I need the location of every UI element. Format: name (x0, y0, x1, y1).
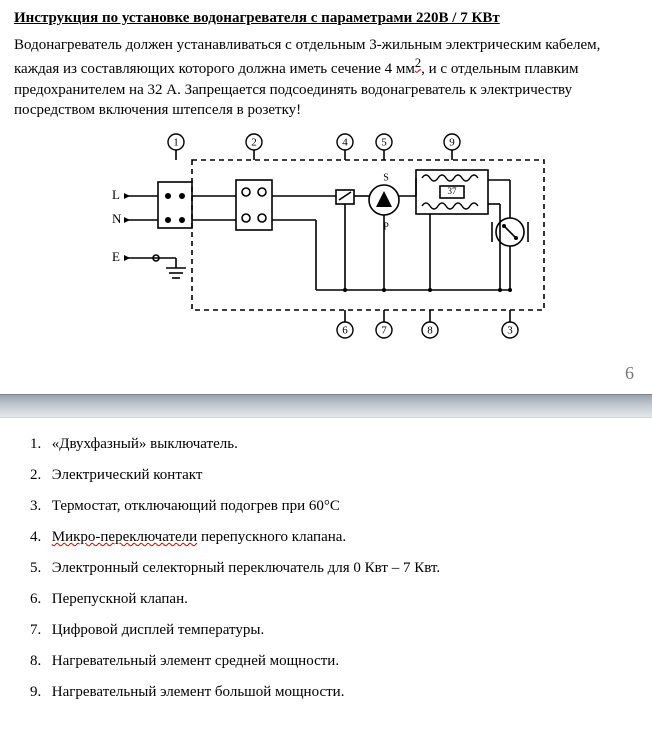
legend-number: 7. (30, 622, 48, 639)
legend-text: Перепускной клапан. (52, 591, 188, 607)
page-number: 6 (14, 363, 634, 384)
wiring-diagram-svg: LNESP37124596783 (96, 130, 556, 350)
legend-item: 6. Перепускной клапан. (30, 591, 638, 608)
svg-text:8: 8 (427, 325, 433, 337)
legend-text: Цифровой дисплей температуры. (52, 622, 264, 638)
legend-item: 3. Термостат, отключающий подогрев при 6… (30, 498, 638, 515)
svg-text:9: 9 (449, 137, 455, 149)
svg-text:2: 2 (251, 137, 257, 149)
legend-text: перепускного клапана. (197, 529, 346, 545)
legend-item: 7. Цифровой дисплей температуры. (30, 622, 638, 639)
legend-item: 8. Нагревательный элемент средней мощнос… (30, 653, 638, 670)
legend-text-wavy: Микро-переключатели (52, 529, 197, 545)
legend-item: 5. Электронный селекторный переключатель… (30, 560, 638, 577)
legend-number: 6. (30, 591, 48, 608)
legend-text: Нагревательный элемент средней мощности. (52, 653, 339, 669)
page-break (0, 394, 652, 418)
legend-text: Электронный селекторный переключатель дл… (52, 560, 440, 576)
document-title: Инструкция по установке водонагревателя … (14, 10, 638, 27)
svg-text:4: 4 (342, 137, 348, 149)
legend-number: 1. (30, 436, 48, 453)
svg-text:L: L (112, 187, 120, 202)
svg-text:6: 6 (342, 325, 348, 337)
legend-number: 5. (30, 560, 48, 577)
legend-number: 3. (30, 498, 48, 515)
legend-list: 1. «Двухфазный» выключатель.2. Электриче… (14, 436, 638, 701)
intro-paragraph: Водонагреватель должен устанавливаться с… (14, 35, 638, 120)
svg-text:S: S (383, 172, 389, 183)
legend-number: 2. (30, 467, 48, 484)
legend-item: 2. Электрический контакт (30, 467, 638, 484)
legend-text: Термостат, отключающий подогрев при 60°С (52, 498, 340, 514)
svg-text:7: 7 (381, 325, 387, 337)
legend-text: Нагревательный элемент большой мощности. (52, 684, 345, 700)
svg-text:N: N (112, 211, 122, 226)
legend-number: 8. (30, 653, 48, 670)
wiring-diagram: LNESP37124596783 (14, 130, 638, 355)
legend-item: 1. «Двухфазный» выключатель. (30, 436, 638, 453)
svg-text:5: 5 (381, 137, 387, 149)
legend-number: 9. (30, 684, 48, 701)
legend-item: 4. Микро-переключатели перепускного клап… (30, 529, 638, 546)
svg-text:37: 37 (448, 186, 458, 196)
legend-item: 9. Нагревательный элемент большой мощнос… (30, 684, 638, 701)
svg-text:3: 3 (507, 325, 513, 337)
legend-number: 4. (30, 529, 48, 546)
svg-text:E: E (112, 249, 120, 264)
svg-text:1: 1 (173, 137, 179, 149)
legend-text: «Двухфазный» выключатель. (52, 436, 238, 452)
legend-text: Электрический контакт (52, 467, 203, 483)
